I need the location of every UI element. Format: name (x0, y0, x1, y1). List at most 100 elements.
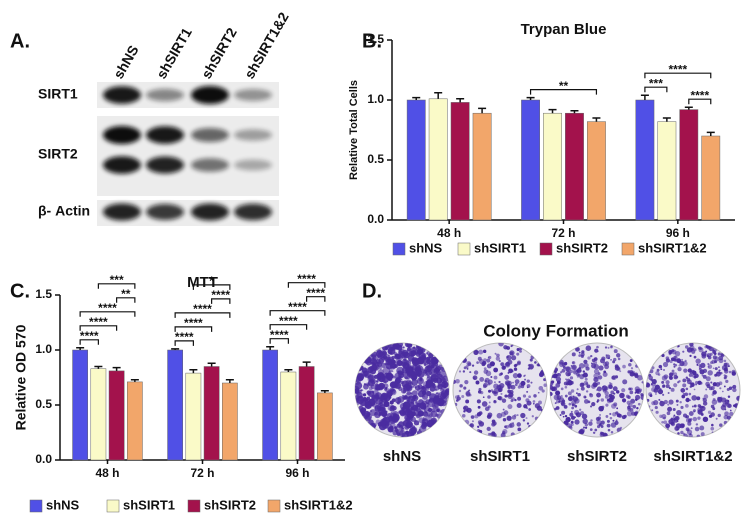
colony (605, 403, 609, 407)
colony (665, 380, 670, 385)
colony (484, 379, 488, 383)
colony (610, 390, 615, 395)
colony (722, 390, 724, 393)
colony (500, 432, 506, 437)
significance-bracket (97, 283, 136, 289)
colony (665, 358, 671, 363)
bar (72, 349, 88, 461)
colony (605, 415, 609, 418)
colony (696, 434, 701, 437)
colony (610, 359, 612, 361)
colony (671, 369, 675, 373)
colony (594, 428, 598, 432)
significance-label: **** (80, 329, 99, 343)
colony (440, 385, 446, 391)
colony (383, 401, 390, 408)
significance-label: **** (184, 316, 203, 330)
colony (635, 394, 641, 400)
colony (597, 372, 601, 376)
legend-swatch (621, 242, 635, 256)
colony (411, 379, 419, 386)
colony (517, 373, 522, 378)
colony (516, 361, 521, 366)
colony (580, 386, 585, 391)
lane-label: shNS (110, 42, 142, 81)
colony (668, 399, 674, 405)
colony (556, 372, 560, 376)
colony (384, 356, 389, 361)
colony (651, 401, 656, 406)
colony (662, 361, 669, 368)
colony (473, 370, 479, 375)
colony (467, 362, 472, 367)
colony (463, 410, 466, 413)
colony (704, 345, 708, 349)
colony (684, 345, 689, 349)
colony (731, 386, 734, 389)
colony (389, 351, 393, 355)
colony (487, 395, 491, 399)
colonies (646, 343, 740, 437)
colony (364, 400, 371, 406)
legend-swatch (457, 242, 471, 256)
colony (702, 397, 705, 400)
colony (710, 412, 715, 417)
colony (426, 402, 429, 405)
panel-label: A. (10, 30, 30, 52)
colony (655, 410, 659, 414)
colony (367, 376, 369, 378)
colony (695, 358, 701, 364)
colony (508, 392, 514, 398)
colony (727, 403, 732, 409)
colony (712, 367, 715, 370)
colony (575, 392, 578, 395)
colony (679, 360, 685, 367)
colony (696, 396, 701, 401)
colony (410, 373, 418, 380)
colony (434, 407, 441, 413)
colony (597, 350, 599, 353)
colony (562, 366, 566, 369)
blot-band (146, 204, 184, 220)
colony (677, 432, 680, 435)
colony (517, 427, 522, 432)
colony (667, 427, 669, 430)
x-tick-label: 96 h (285, 466, 309, 480)
colony (537, 391, 540, 394)
blot-band (146, 156, 184, 174)
colony (391, 370, 394, 372)
colony (600, 431, 605, 436)
colony (671, 419, 676, 424)
legend-swatch (106, 499, 120, 513)
colony (402, 394, 405, 397)
colony (681, 358, 684, 361)
colony (474, 414, 479, 419)
error-bar (662, 117, 671, 122)
colony (674, 356, 677, 359)
legend-label: shSIRT2 (204, 497, 256, 512)
colony (686, 377, 691, 382)
colony (689, 370, 693, 374)
lane-label: shSIRT2 (198, 25, 240, 82)
significance-label: **** (279, 314, 298, 328)
colony (524, 378, 527, 381)
blot-band (146, 126, 184, 144)
colony (410, 426, 418, 434)
colony (502, 417, 507, 422)
colony (723, 376, 727, 380)
error-bar (526, 96, 535, 100)
colony (522, 419, 526, 422)
colony (464, 419, 470, 425)
colony (369, 379, 372, 382)
colony (384, 346, 389, 350)
colony (666, 411, 671, 416)
colony (688, 411, 694, 416)
colony (430, 417, 438, 425)
colony (700, 412, 704, 416)
colony (674, 358, 678, 362)
colony (571, 360, 576, 365)
colony (657, 373, 661, 376)
error-bar (640, 94, 649, 100)
colony (396, 344, 399, 347)
colony (621, 388, 626, 393)
